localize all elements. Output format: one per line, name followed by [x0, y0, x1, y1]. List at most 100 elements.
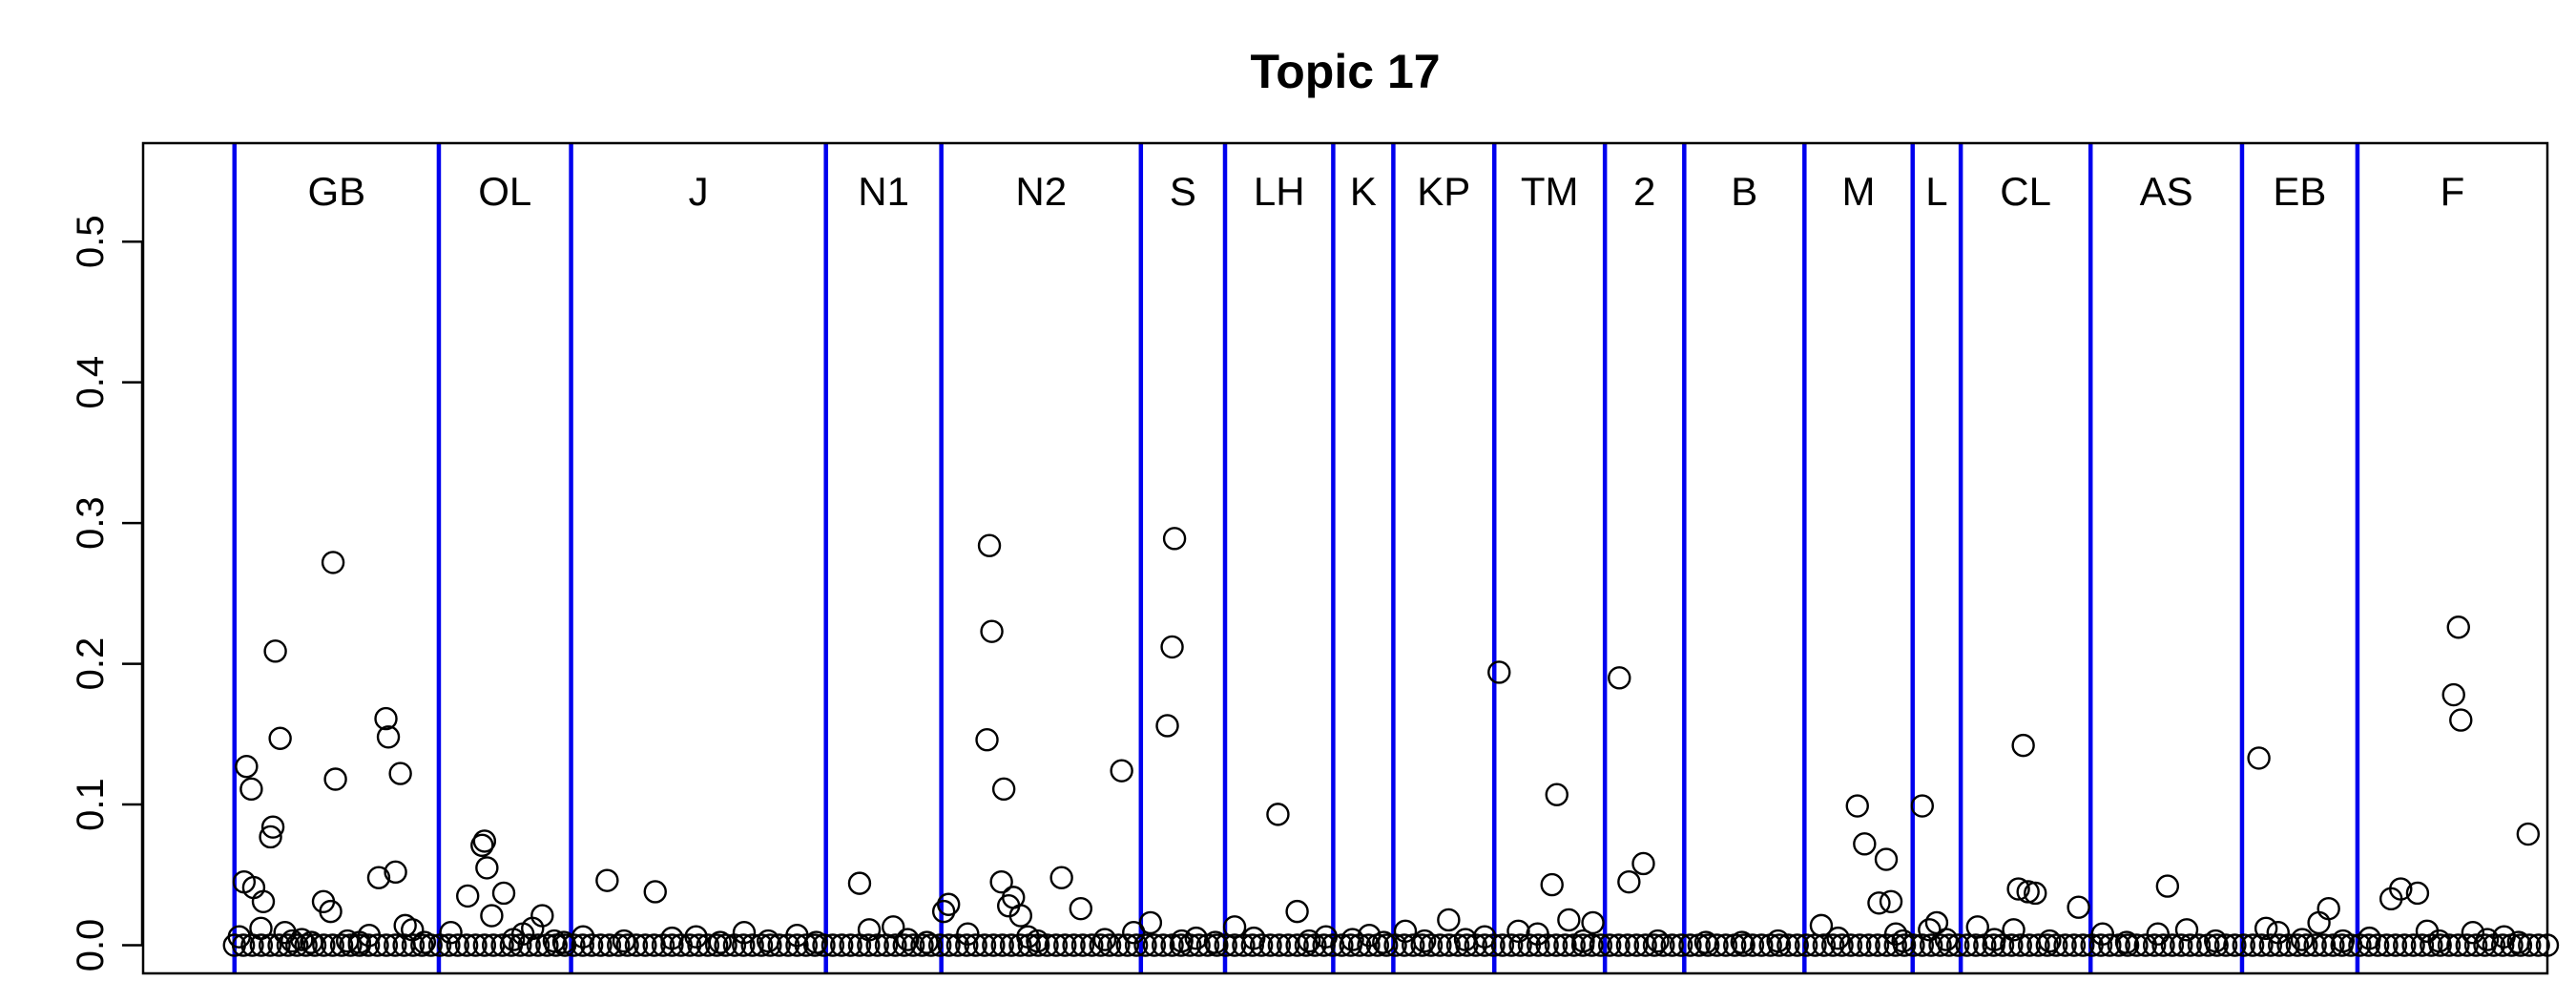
data-point	[1826, 926, 1850, 950]
data-point	[357, 923, 382, 948]
data-points	[222, 527, 2560, 957]
data-point	[1297, 929, 1321, 953]
baseline-point	[1133, 933, 1157, 957]
data-point	[660, 926, 684, 950]
baseline-point	[267, 933, 291, 957]
baseline-point	[2518, 933, 2542, 957]
data-point	[1372, 930, 1396, 954]
data-point	[263, 639, 287, 663]
baseline-point	[312, 933, 336, 957]
baseline-point	[454, 933, 479, 957]
baseline-point	[1437, 933, 1461, 957]
data-point	[401, 918, 425, 942]
data-point	[2254, 916, 2278, 941]
data-point	[2155, 874, 2180, 898]
data-point	[491, 881, 516, 906]
baseline-point	[1428, 933, 1452, 957]
data-point	[1631, 851, 1655, 876]
baseline-point	[1062, 933, 1086, 957]
data-point	[336, 929, 360, 953]
data-point	[2290, 928, 2315, 951]
baseline-point	[1642, 933, 1667, 957]
baseline-point	[1527, 933, 1550, 957]
baseline-point	[785, 933, 809, 957]
baseline-point	[1928, 933, 1952, 957]
data-point	[2146, 922, 2170, 946]
data-point	[2038, 929, 2062, 953]
baseline-point	[1115, 933, 1139, 957]
data-point	[1730, 930, 1755, 954]
data-point	[2247, 746, 2271, 770]
data-point	[2090, 922, 2115, 946]
baseline-point	[2142, 933, 2167, 957]
group-label-cl: CL	[2000, 169, 2051, 214]
baseline-point	[732, 933, 756, 957]
data-point	[2389, 877, 2413, 901]
baseline-point	[2170, 933, 2193, 957]
data-point	[2024, 881, 2047, 906]
group-label-s: S	[1170, 169, 1196, 214]
baseline-point	[285, 933, 309, 957]
baseline-point	[982, 933, 1006, 957]
data-point	[300, 930, 323, 954]
data-point	[1162, 527, 1187, 551]
baseline-point	[401, 933, 426, 957]
group-label-k: K	[1350, 169, 1377, 214]
baseline-point	[1285, 933, 1309, 957]
baseline-point	[526, 933, 551, 957]
data-point	[1526, 922, 1549, 946]
y-tick-label: 0.0	[70, 919, 112, 972]
baseline-point	[1820, 933, 1845, 957]
data-point	[384, 860, 407, 885]
baseline-point	[2187, 933, 2212, 957]
baseline-point	[464, 933, 488, 957]
data-point	[542, 929, 567, 953]
baseline-point	[1294, 933, 1319, 957]
data-point	[1170, 929, 1194, 953]
baseline-point	[1794, 933, 1818, 957]
baseline-point	[437, 933, 461, 957]
baseline-point	[2053, 933, 2077, 957]
baseline-point	[1732, 933, 1755, 957]
data-point	[2446, 616, 2470, 639]
baseline-point	[705, 933, 729, 957]
data-point	[915, 930, 939, 954]
baseline-point	[2035, 933, 2060, 957]
data-point	[612, 929, 636, 953]
baseline-point	[1357, 933, 1381, 957]
data-point	[1918, 918, 1942, 942]
data-point	[1285, 899, 1309, 924]
baseline-point	[919, 933, 944, 957]
baseline-point	[2463, 933, 2488, 957]
plot-frame	[141, 141, 2549, 975]
y-axis: 0.0 0.1 0.2 0.3 0.4 0.5	[70, 215, 144, 972]
baseline-point	[1089, 933, 1112, 957]
baseline-point	[2321, 933, 2345, 957]
baseline-point	[1553, 933, 1577, 957]
data-point	[2114, 930, 2139, 954]
baseline-point	[1249, 933, 1274, 957]
baseline-point	[571, 933, 594, 957]
baseline-point	[1865, 933, 1890, 957]
data-point	[1646, 929, 1670, 953]
baseline-point	[2267, 933, 2292, 957]
data-point	[1437, 908, 1461, 932]
data-point	[251, 889, 276, 913]
data-point	[2011, 733, 2035, 758]
baseline-point	[1142, 933, 1167, 957]
data-point	[1357, 923, 1381, 948]
baseline-point	[1857, 933, 1880, 957]
baseline-point	[910, 933, 934, 957]
baseline-point	[374, 933, 399, 957]
baseline-point	[857, 933, 881, 957]
group-label-m: M	[1842, 169, 1876, 214]
baseline-point	[2125, 933, 2149, 957]
group-label-gb: GB	[308, 169, 366, 214]
baseline-point	[937, 933, 961, 957]
baseline-point	[579, 933, 604, 957]
data-point	[896, 928, 920, 951]
data-point	[268, 726, 292, 750]
baseline-point	[1044, 933, 1069, 957]
data-point	[1540, 872, 1564, 897]
baseline-point	[1267, 933, 1292, 957]
